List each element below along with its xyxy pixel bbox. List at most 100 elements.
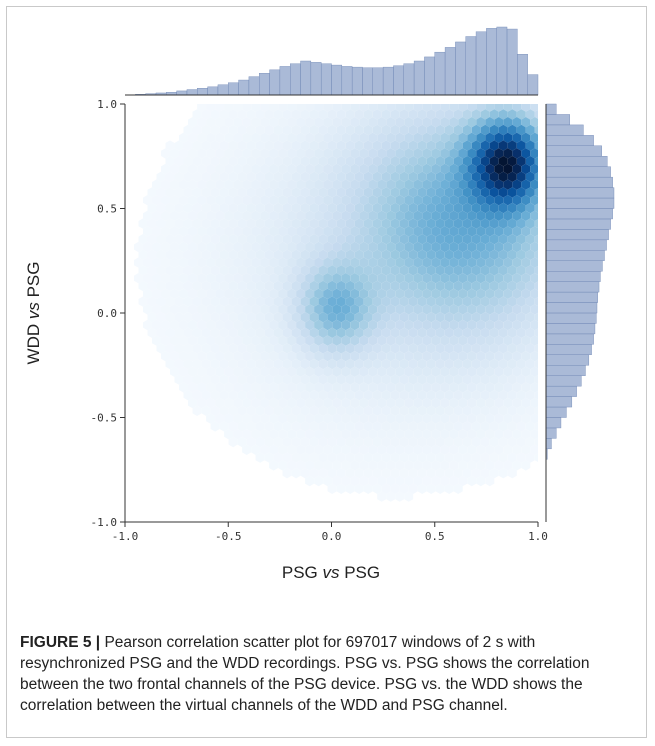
hexbin-cell [390,421,400,432]
hexbin-cell [152,226,161,237]
hexbin-cell [431,475,441,487]
hexbin-cell [192,218,202,229]
hexbin-cell [363,358,373,370]
hexbin-cell [494,366,504,377]
hexbin-cell [323,366,333,377]
hexbin-cell [404,335,414,346]
hexbin-cell [147,312,157,323]
hexbin-cell [476,210,486,221]
x-axis-ticks: -1.0 -0.5 0.0 0.5 1.0 [112,522,548,543]
hexbin-cell [260,104,270,112]
x-marginal-bar [320,63,332,96]
hexbin-cell [503,366,513,377]
hexbin-cell [516,234,526,245]
x-marginal-bar [382,66,394,96]
hexbin-cell [341,444,351,455]
hexbin-cell [453,124,463,136]
hexbin-cell [431,351,441,362]
hexbin-cell [296,104,306,112]
hexbin-cell [188,210,198,221]
hexbin-cell [426,390,436,401]
hexbin-cell [206,273,216,284]
hexbin-cell [336,249,346,260]
hexbin-cell [462,218,472,229]
hexbin-cell [467,413,477,424]
hexbin-cell [368,163,378,175]
hexbin-cell [381,187,391,198]
x-marginal-bar [444,47,456,96]
hexbin-cell [354,156,364,167]
hexbin-cell [183,140,193,151]
hexbin-cell [345,187,355,198]
hexbin-cell [332,132,342,143]
hexbin-cell [458,148,468,159]
hexbin-cell [476,132,486,143]
hexbin-cell [228,343,238,354]
hexbin-cell [264,327,274,338]
hexbin-cell [512,241,522,253]
hexbin-cell [291,358,301,370]
hexbin-cell [165,249,175,260]
hexbin-cell [224,132,234,143]
hexbin-cell [485,226,495,237]
hexbin-cell [485,351,495,362]
hexbin-cell [278,397,288,409]
hexbin-cell [188,257,198,268]
hexbin-cell [210,124,220,136]
hexbin-cell [458,319,468,331]
hexbin-cell [458,460,468,471]
y-marginal-bar [545,187,615,199]
hexbin-cell [372,452,382,463]
hexbin-cell [422,148,432,159]
hexbin-cell [377,132,387,143]
hexbin-cell [323,460,333,471]
hexbin-cell [431,117,441,128]
hexbin-cell [408,109,418,120]
hexbin-cell [408,468,418,479]
hexbin-cell [264,265,274,276]
x-marginal-bar [197,87,208,96]
hexbin-cell [341,226,351,237]
hexbin-cell [498,265,508,276]
hexbin-cell [287,210,297,221]
hexbin-cell [309,421,319,432]
hexbin-cell [327,374,337,385]
hexbin-cell [431,226,441,237]
hexbin-cell [269,257,279,268]
hexbin-cell [476,288,486,299]
hexbin-cell [471,312,481,323]
y-marginal-bar [545,417,562,429]
hexbin-cell [494,117,504,128]
hexbin-cell [242,351,252,362]
hexbin-cell [183,374,193,385]
hexbin-cell [264,452,274,463]
hexbin-cell [399,187,409,198]
hexbin-cell [516,405,526,416]
hexbin-cell [359,382,369,393]
x-marginal-bar [331,64,343,96]
hexbin-cell [219,140,229,151]
hexbin-cell [224,288,234,299]
hexbin-cell [309,327,319,338]
hexbin-cell [422,319,432,331]
hexbin-cell [422,351,432,362]
hexbin-cell [368,304,378,315]
hexbin-cell [341,210,351,221]
hexbin-cell [345,249,355,260]
hexbin-cell [233,104,243,112]
hexbin-cell [530,104,538,112]
y-marginal-bar [545,103,557,115]
hexbin-cell [350,304,360,315]
figure-caption: FIGURE 5 | Pearson correlation scatter p… [20,632,630,716]
y-marginal-bar [545,239,607,251]
hexbin-cell [404,351,414,362]
hexbin-cell [278,304,288,315]
hexbin-cell [390,280,400,292]
hexbin-cell [224,319,234,331]
hexbin-cell [341,304,351,315]
hexbin-cell [489,390,499,401]
hexbin-cell [417,327,427,338]
hexbin-cell [530,163,538,175]
hexbin-cell [354,312,364,323]
hexbin-cell [363,405,373,416]
